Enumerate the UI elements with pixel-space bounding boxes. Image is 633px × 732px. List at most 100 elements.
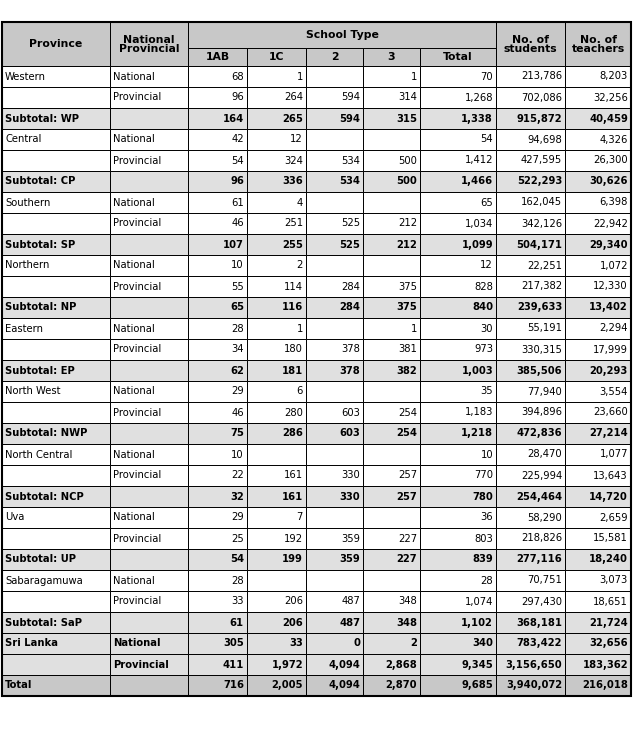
Bar [2, 22, 110, 66]
Text: 1: 1 [411, 324, 417, 334]
Bar [2, 234, 110, 255]
Bar [2, 297, 110, 318]
Bar [110, 444, 188, 465]
Bar [363, 402, 420, 423]
Bar [363, 549, 420, 570]
Bar [2, 150, 110, 171]
Text: 18,651: 18,651 [593, 597, 628, 607]
Bar [110, 591, 188, 612]
Text: 2,870: 2,870 [385, 681, 417, 690]
Text: 183,362: 183,362 [582, 660, 628, 670]
Bar [496, 570, 565, 591]
Bar [420, 675, 496, 696]
Text: Provincial: Provincial [113, 660, 169, 670]
Text: 10: 10 [232, 449, 244, 460]
Text: 770: 770 [474, 471, 493, 480]
Bar [2, 549, 110, 570]
Bar [2, 318, 110, 339]
Bar [420, 381, 496, 402]
Bar [247, 507, 306, 528]
Bar [247, 255, 306, 276]
Bar [496, 234, 565, 255]
Bar [110, 318, 188, 339]
Text: 487: 487 [339, 618, 360, 627]
Text: 28,470: 28,470 [527, 449, 562, 460]
Bar [110, 549, 188, 570]
Text: 315: 315 [396, 113, 417, 124]
Bar [363, 339, 420, 360]
Bar [2, 381, 110, 402]
Bar [2, 486, 110, 507]
Text: Western: Western [5, 72, 46, 81]
Bar [496, 276, 565, 297]
Bar [247, 129, 306, 150]
Bar [247, 444, 306, 465]
Text: National: National [113, 449, 154, 460]
Bar [496, 66, 565, 87]
Bar [496, 528, 565, 549]
Bar [306, 486, 363, 507]
Text: 1,077: 1,077 [599, 449, 628, 460]
Bar [420, 87, 496, 108]
Text: 212: 212 [396, 239, 417, 250]
Text: Central: Central [5, 135, 41, 144]
Text: 61: 61 [230, 618, 244, 627]
Bar [420, 297, 496, 318]
Text: 18,240: 18,240 [589, 555, 628, 564]
Bar [110, 360, 188, 381]
Bar [110, 654, 188, 675]
Text: 26,300: 26,300 [593, 155, 628, 165]
Text: 206: 206 [284, 597, 303, 607]
Bar [565, 339, 631, 360]
Bar [110, 423, 188, 444]
Text: Provincial: Provincial [113, 534, 161, 543]
Bar [306, 360, 363, 381]
Bar [306, 423, 363, 444]
Bar [420, 213, 496, 234]
Text: 36: 36 [480, 512, 493, 523]
Text: 3,073: 3,073 [599, 575, 628, 586]
Bar [110, 66, 188, 87]
Bar [420, 528, 496, 549]
Bar [306, 654, 363, 675]
Text: 594: 594 [341, 92, 360, 102]
Text: 181: 181 [282, 365, 303, 376]
Text: 534: 534 [341, 155, 360, 165]
Text: Total: Total [443, 52, 473, 62]
Bar [420, 129, 496, 150]
Bar [420, 486, 496, 507]
Bar [306, 171, 363, 192]
Text: 12,330: 12,330 [593, 282, 628, 291]
Text: 1,972: 1,972 [272, 660, 303, 670]
Bar [247, 150, 306, 171]
Bar [565, 22, 631, 66]
Bar [420, 507, 496, 528]
Bar [565, 549, 631, 570]
Bar [188, 22, 496, 48]
Bar [496, 87, 565, 108]
Bar [496, 381, 565, 402]
Text: 96: 96 [230, 176, 244, 187]
Bar [110, 675, 188, 696]
Bar [565, 444, 631, 465]
Text: Sabaragamuwa: Sabaragamuwa [5, 575, 83, 586]
Text: 33: 33 [232, 597, 244, 607]
Text: students: students [504, 44, 557, 54]
Text: 522,293: 522,293 [517, 176, 562, 187]
Text: 1C: 1C [269, 52, 284, 62]
Text: 1,183: 1,183 [465, 408, 493, 417]
Text: 0: 0 [353, 638, 360, 649]
Bar [110, 465, 188, 486]
Bar [110, 507, 188, 528]
Bar [188, 591, 247, 612]
Text: 375: 375 [396, 302, 417, 313]
Bar [188, 171, 247, 192]
Bar [306, 444, 363, 465]
Bar [2, 192, 110, 213]
Bar [247, 297, 306, 318]
Text: 1,003: 1,003 [461, 365, 493, 376]
Text: Provincial: Provincial [113, 155, 161, 165]
Text: 4: 4 [297, 198, 303, 207]
Bar [363, 591, 420, 612]
Bar [247, 570, 306, 591]
